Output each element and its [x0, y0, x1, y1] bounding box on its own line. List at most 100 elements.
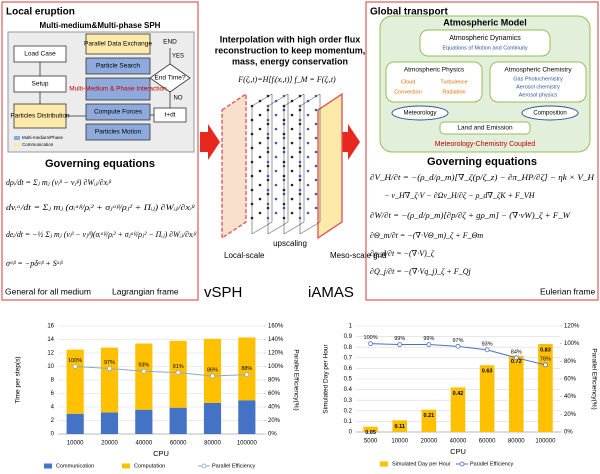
bar — [238, 400, 256, 434]
model-node: Atmospheric Chemistry — [504, 67, 572, 74]
y-tick-label: 0 — [51, 432, 55, 438]
flow-node: END — [163, 39, 177, 46]
line-value-label: 86% — [207, 367, 218, 373]
grid-node — [282, 132, 286, 136]
grid-node — [314, 150, 318, 154]
grid-node — [298, 132, 302, 136]
line-marker — [455, 343, 461, 349]
y2-tick-label: 80% — [268, 378, 281, 384]
flow-node: t+dt — [164, 112, 175, 119]
line — [75, 366, 247, 377]
grid-node — [250, 132, 254, 136]
grid-node — [258, 183, 262, 187]
line-marker — [141, 368, 147, 374]
grid-node — [298, 118, 302, 122]
y-tick-label: 8 — [51, 378, 55, 384]
y2-tick-label: 120% — [268, 351, 284, 357]
grid-node — [290, 183, 294, 187]
legend-swatch — [459, 461, 465, 467]
y2-tick-label: 100% — [564, 341, 580, 347]
grid-node — [258, 197, 262, 201]
grid-node — [250, 104, 254, 108]
equation: dρᵢ/dt = Σⱼ mⱼ (vᵢᵝ − vⱼᵝ) ∂Wᵢⱼ/∂xᵢᵝ — [6, 178, 111, 187]
bar — [479, 365, 495, 432]
y2-tick-label: 60% — [268, 391, 281, 397]
grid-node — [266, 202, 270, 206]
grid-node — [274, 99, 278, 103]
y2-tick-label: 140% — [268, 337, 284, 343]
y-tick-label: 4 — [51, 405, 55, 411]
grid-node — [290, 169, 294, 173]
y2-tick-label: 40% — [268, 405, 281, 411]
model-box — [385, 61, 483, 103]
grid-node — [282, 146, 286, 150]
equation: ∂Q_j/∂t = −(∇·Vq_j)_ζ + F_Qj — [370, 267, 471, 276]
grid-node — [298, 94, 302, 98]
line-marker — [175, 370, 181, 375]
bar-value-label: 0.42 — [453, 391, 464, 397]
grid-node — [298, 160, 302, 164]
grid-node — [258, 141, 262, 145]
grid-node — [298, 104, 302, 108]
flowchart-boxes — [13, 33, 191, 141]
flow-node: Parallel Data Exchange — [84, 41, 152, 48]
grid-node — [298, 202, 302, 206]
model-node: Meteorology-Chemistry Coupled — [435, 141, 535, 148]
x-tick-label: 5000 — [364, 439, 378, 445]
model-box — [419, 29, 551, 57]
bar-value-label: 0.63 — [482, 369, 493, 375]
equation: dvᵢᵅ/dt = Σⱼ mⱼ (σᵢᵅᵝ/ρᵢ² + σⱼᵅᵝ/ρⱼ² + Π… — [6, 203, 195, 212]
grid-node — [314, 164, 318, 168]
line-marker — [397, 342, 403, 347]
line-marker — [513, 355, 519, 361]
panel-border — [365, 1, 599, 301]
grid-node — [306, 141, 310, 145]
line-marker — [107, 366, 112, 371]
grid-node — [250, 188, 254, 192]
grid-node — [282, 118, 286, 122]
grid-node — [306, 197, 310, 201]
bar — [450, 387, 466, 432]
grid-node — [290, 141, 294, 145]
line-value-label: 88% — [241, 366, 252, 372]
equation: ∂Θ_m/∂t = −(∇·VΘ_m)_ζ + F_Θm — [370, 231, 483, 240]
x-tick-label: 80000 — [204, 441, 221, 447]
footer-note: Lagrangian frame — [112, 286, 179, 296]
model-box — [489, 61, 587, 103]
model-title: Atmospheric Model — [443, 17, 527, 27]
legend-swatch — [380, 461, 388, 467]
grid-layer — [283, 93, 305, 235]
grid-node — [306, 211, 310, 215]
line-value-label: 91% — [173, 364, 184, 370]
flow-node: Particles Motion — [95, 129, 142, 136]
legend-entry: Computation — [134, 463, 165, 469]
line-value-label: 100% — [68, 358, 82, 364]
bar — [100, 347, 119, 413]
x-tick-label: 80000 — [508, 439, 525, 445]
bar — [203, 338, 222, 403]
y-tick-label: 0.1 — [344, 419, 353, 425]
y-tick-label: 2 — [51, 418, 55, 424]
model-item: Turbulence — [440, 79, 467, 85]
grid-node — [282, 160, 286, 164]
y2-axis-title: Parallel Efficiency(%) — [292, 349, 299, 410]
bar — [66, 349, 84, 414]
grid-node — [314, 206, 318, 210]
grid-node — [258, 211, 262, 215]
grid-node — [266, 132, 270, 136]
upscaling-diagram — [221, 92, 343, 240]
grid-node — [250, 216, 254, 220]
x-tick-label: 60000 — [479, 439, 496, 445]
grid-node — [282, 104, 286, 108]
grid-node — [282, 216, 286, 220]
legend-swatch — [14, 136, 20, 140]
grid-node — [266, 160, 270, 164]
grid-node — [266, 188, 270, 192]
legend-swatch — [44, 463, 52, 469]
grid-node — [306, 127, 310, 131]
bar — [135, 409, 153, 434]
grid-layer — [299, 93, 321, 235]
bar — [363, 426, 378, 432]
bar — [66, 413, 84, 434]
